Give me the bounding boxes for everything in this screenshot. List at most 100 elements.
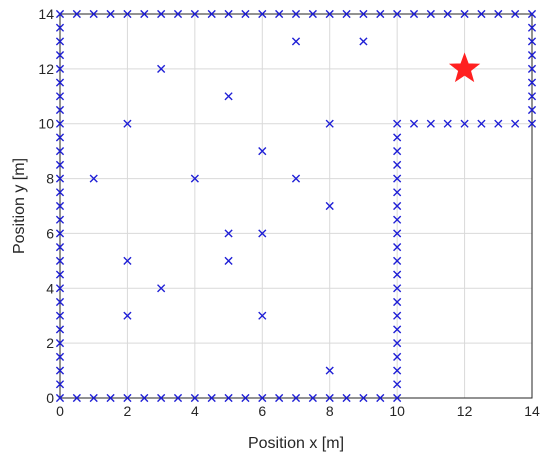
data-point-x-marker xyxy=(190,9,199,19)
data-point-x-marker xyxy=(140,9,149,19)
data-point-x-marker xyxy=(157,393,166,403)
data-point-x-marker xyxy=(157,64,166,73)
data-point-x-marker xyxy=(55,284,65,293)
data-point-x-marker xyxy=(527,92,537,101)
data-point-x-marker xyxy=(123,311,132,320)
data-point-x-marker xyxy=(55,51,65,60)
data-point-x-marker xyxy=(55,64,65,73)
x-axis-label: Position x [m] xyxy=(248,435,344,452)
data-point-x-marker xyxy=(258,393,267,403)
data-point-x-marker xyxy=(393,133,402,142)
y-tick-label: 12 xyxy=(38,61,54,77)
data-point-x-marker xyxy=(376,393,385,403)
data-point-x-marker xyxy=(89,174,98,183)
x-tick-label: 4 xyxy=(191,403,199,419)
data-point-x-marker xyxy=(393,311,402,320)
data-point-x-marker xyxy=(55,215,65,224)
data-point-x-marker xyxy=(460,119,469,128)
data-point-x-marker xyxy=(55,9,65,19)
data-point-x-marker xyxy=(55,23,65,32)
data-point-x-marker xyxy=(527,9,537,19)
data-point-x-marker xyxy=(55,325,65,334)
data-point-x-marker xyxy=(359,37,368,46)
data-point-x-marker xyxy=(325,366,334,375)
data-point-x-marker xyxy=(527,78,537,87)
data-point-x-marker xyxy=(55,188,65,197)
data-point-x-marker xyxy=(173,393,183,403)
data-point-x-marker xyxy=(72,393,81,403)
data-point-x-marker xyxy=(106,9,115,19)
data-point-x-marker xyxy=(393,174,402,183)
x-tick-label: 14 xyxy=(524,403,540,419)
data-point-x-marker xyxy=(173,9,183,19)
data-point-x-marker xyxy=(157,9,166,19)
y-axis-label: Position y [m] xyxy=(11,158,28,254)
y-tick-label: 0 xyxy=(46,390,54,406)
data-point-x-marker xyxy=(55,147,65,156)
data-point-x-marker xyxy=(224,393,233,403)
data-point-x-marker xyxy=(55,352,65,361)
data-point-x-marker xyxy=(55,160,65,169)
data-point-x-marker xyxy=(393,229,402,238)
data-point-x-marker xyxy=(258,229,267,238)
y-tick-label: 14 xyxy=(38,6,54,22)
data-point-x-marker xyxy=(258,311,267,320)
data-point-x-marker xyxy=(275,9,284,19)
data-point-x-marker xyxy=(393,9,402,19)
data-point-x-marker xyxy=(89,9,98,19)
data-point-x-marker xyxy=(291,37,301,46)
data-point-x-marker xyxy=(308,9,317,19)
data-point-x-marker xyxy=(157,284,166,293)
data-point-x-marker xyxy=(393,256,402,265)
data-point-x-marker xyxy=(140,393,149,403)
data-point-x-marker xyxy=(393,270,402,279)
data-point-x-marker xyxy=(55,229,65,238)
data-point-x-marker xyxy=(291,9,301,19)
x-tick-label: 6 xyxy=(258,403,266,419)
data-point-x-marker xyxy=(426,119,435,128)
data-point-x-marker xyxy=(291,174,301,183)
data-point-x-marker xyxy=(55,78,65,87)
data-point-x-marker xyxy=(325,119,334,128)
data-point-x-marker xyxy=(72,9,81,19)
data-point-x-marker xyxy=(511,9,520,19)
data-point-x-marker xyxy=(527,37,537,46)
data-point-x-marker xyxy=(224,256,233,265)
data-point-x-marker xyxy=(494,9,503,19)
data-point-x-marker xyxy=(393,325,402,334)
data-point-x-marker xyxy=(308,393,317,403)
data-point-x-marker xyxy=(55,133,65,142)
data-point-x-marker xyxy=(393,352,402,361)
data-point-x-marker xyxy=(393,119,402,128)
data-point-x-marker xyxy=(55,297,65,307)
data-point-x-marker xyxy=(393,339,402,348)
data-point-x-marker xyxy=(393,147,402,156)
data-point-x-marker xyxy=(359,9,368,19)
data-point-x-marker xyxy=(55,270,65,279)
data-point-x-marker xyxy=(393,380,402,389)
data-point-x-marker xyxy=(190,174,199,183)
data-point-x-marker xyxy=(106,393,115,403)
data-point-x-marker xyxy=(275,393,284,403)
data-point-x-marker xyxy=(55,201,65,211)
y-tick-label: 2 xyxy=(46,335,54,351)
y-tick-label: 4 xyxy=(46,280,54,296)
data-point-x-marker xyxy=(55,92,65,101)
data-point-x-marker xyxy=(325,9,334,19)
x-tick-label: 12 xyxy=(457,403,473,419)
data-point-x-marker xyxy=(325,393,334,403)
data-point-x-marker xyxy=(393,215,402,224)
data-point-x-marker xyxy=(359,393,368,403)
data-point-x-marker xyxy=(477,9,486,19)
data-point-x-marker xyxy=(224,92,233,101)
data-point-x-marker xyxy=(55,174,65,183)
data-point-x-marker xyxy=(409,119,419,128)
data-point-x-marker xyxy=(376,9,385,19)
data-point-x-marker xyxy=(207,9,216,19)
data-point-x-marker xyxy=(55,339,65,348)
data-point-x-marker xyxy=(409,9,419,19)
x-tick-label: 2 xyxy=(124,403,132,419)
data-point-x-marker xyxy=(527,51,537,60)
data-point-x-marker xyxy=(241,393,250,403)
